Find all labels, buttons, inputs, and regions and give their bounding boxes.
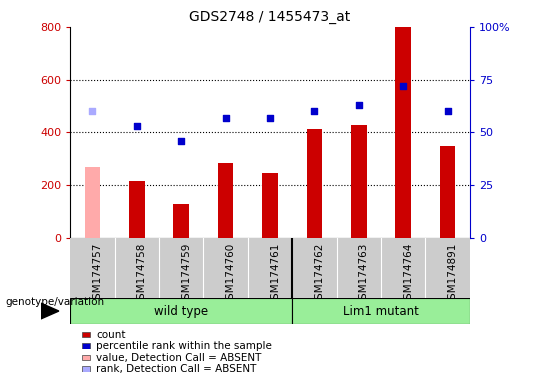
Point <box>310 108 319 114</box>
Bar <box>173 204 189 238</box>
Text: value, Detection Call = ABSENT: value, Detection Call = ABSENT <box>96 353 261 363</box>
Text: genotype/variation: genotype/variation <box>5 297 105 307</box>
Text: rank, Detection Call = ABSENT: rank, Detection Call = ABSENT <box>96 364 256 374</box>
Title: GDS2748 / 1455473_at: GDS2748 / 1455473_at <box>190 10 350 25</box>
Bar <box>395 27 411 238</box>
Text: GSM174761: GSM174761 <box>270 243 280 306</box>
Point <box>132 123 141 129</box>
Text: percentile rank within the sample: percentile rank within the sample <box>96 341 272 351</box>
Text: GSM174891: GSM174891 <box>448 243 457 306</box>
Bar <box>85 167 100 238</box>
Bar <box>262 173 278 238</box>
Text: wild type: wild type <box>154 305 208 318</box>
Text: GSM174759: GSM174759 <box>181 243 191 306</box>
Point <box>88 108 97 114</box>
Point <box>354 102 363 108</box>
Text: GSM174758: GSM174758 <box>137 243 147 306</box>
Text: count: count <box>96 330 126 340</box>
Bar <box>307 129 322 238</box>
Text: GSM174763: GSM174763 <box>359 243 369 306</box>
Bar <box>218 163 233 238</box>
Bar <box>292 298 470 324</box>
Bar <box>70 298 292 324</box>
Text: GSM174760: GSM174760 <box>226 243 235 306</box>
Text: GSM174764: GSM174764 <box>403 243 413 306</box>
Polygon shape <box>40 303 59 319</box>
Bar <box>82 355 90 360</box>
Bar <box>129 181 145 238</box>
Bar <box>82 332 90 337</box>
Point <box>266 114 274 121</box>
Bar <box>82 366 90 372</box>
Bar <box>82 343 90 349</box>
Bar <box>351 125 367 238</box>
Bar <box>440 146 455 238</box>
Text: Lim1 mutant: Lim1 mutant <box>343 305 419 318</box>
Point <box>177 138 186 144</box>
Point <box>399 83 408 89</box>
Point <box>443 108 452 114</box>
Point <box>221 114 230 121</box>
Text: GSM174762: GSM174762 <box>314 243 325 306</box>
Text: GSM174757: GSM174757 <box>92 243 103 306</box>
